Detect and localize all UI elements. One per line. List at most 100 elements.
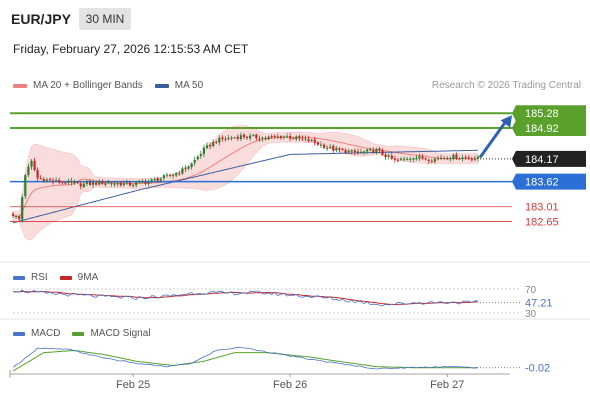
candle-body	[85, 182, 88, 184]
candle-body	[403, 158, 406, 160]
candle-body	[387, 155, 390, 157]
candle-body	[199, 154, 202, 156]
candle-body	[452, 154, 455, 159]
candle-body	[18, 216, 21, 220]
rsi-last-label: 47.21	[525, 298, 553, 310]
candle-body	[233, 137, 236, 139]
level-label: 185.28	[525, 108, 559, 120]
candle-body	[175, 173, 178, 176]
x-tick-label: Feb 27	[430, 379, 464, 391]
candle-body	[270, 136, 273, 138]
candle-body	[153, 179, 156, 180]
level-target-1: 184.92	[10, 120, 586, 137]
candle-body	[461, 157, 464, 159]
candle-body	[326, 147, 329, 149]
candle-body	[95, 182, 98, 185]
candle-body	[76, 182, 79, 184]
legend-ma50-label: MA 50	[174, 80, 204, 91]
candle-body	[36, 169, 39, 179]
candle-body	[307, 139, 310, 141]
candle-body	[79, 183, 82, 187]
rsi-swatch	[13, 275, 25, 280]
candle-body	[344, 149, 347, 153]
candle-body	[363, 151, 366, 153]
macd-swatch	[13, 331, 25, 336]
candle-body	[316, 142, 319, 145]
candle-body	[304, 138, 307, 140]
candle-body	[255, 134, 258, 139]
legend-rsi-label: RSI	[31, 272, 48, 283]
candle-body	[418, 156, 421, 159]
candle-body	[335, 148, 338, 151]
price-legend: MA 20 + Bollinger Bands MA 50	[13, 80, 215, 91]
candle-body	[449, 158, 452, 160]
candle-body	[245, 136, 249, 138]
candle-body	[58, 179, 61, 183]
candle-body	[156, 178, 159, 181]
candle-body	[24, 175, 27, 197]
candle-body	[150, 179, 153, 181]
candle-body	[252, 135, 255, 137]
legend-rsi-ma: 9MA	[59, 272, 98, 283]
timeframe-badge[interactable]: 30 MIN	[79, 8, 131, 30]
candle-body	[165, 174, 169, 176]
candle-body	[261, 137, 264, 139]
x-tick-label: Feb 26	[273, 379, 307, 391]
macd-signal-swatch	[72, 331, 85, 336]
candle-body	[236, 136, 239, 139]
candle-body	[412, 158, 415, 160]
level-tag	[512, 105, 586, 122]
candle-body	[11, 213, 15, 216]
level-tag	[512, 173, 586, 190]
candle-body	[98, 181, 101, 185]
candle-body	[82, 183, 85, 188]
rsi-level-label: 70	[525, 285, 537, 296]
candle-body	[135, 182, 138, 186]
level-current-2: 184.17	[480, 150, 586, 167]
rsi-legend: RSI 9MA	[13, 272, 110, 283]
candle-body	[279, 136, 282, 139]
candle-body	[295, 136, 298, 140]
macd-legend: MACD MACD Signal	[13, 328, 162, 339]
legend-rsi: RSI	[13, 272, 48, 283]
candle-body	[347, 150, 350, 153]
rsi-level-label: 30	[525, 309, 537, 320]
candle-body	[55, 180, 58, 182]
candle-body	[209, 144, 212, 147]
macd-last-label: -0.02	[525, 363, 550, 375]
candle-body	[458, 158, 461, 160]
ma50-swatch	[154, 83, 169, 88]
legend-ma50: MA 50	[154, 80, 204, 91]
level-tag	[512, 150, 586, 167]
legend-macd-signal: MACD Signal	[72, 328, 150, 339]
candle-body	[70, 181, 73, 183]
candle-body	[249, 135, 252, 139]
ma50-line	[12, 149, 478, 224]
rsi-line	[12, 289, 479, 307]
candle-body	[169, 174, 172, 176]
candle-body	[258, 138, 261, 140]
candle-body	[464, 157, 467, 159]
datetime-label: Friday, February 27, 2026 12:15:53 AM CE…	[13, 42, 249, 56]
candle-body	[64, 182, 67, 184]
candle-body	[446, 158, 449, 159]
candle-body	[390, 155, 393, 159]
candle-body	[202, 147, 205, 154]
candle-body	[359, 151, 363, 153]
candle-body	[322, 144, 326, 148]
candle-body	[144, 182, 147, 184]
candle-body	[30, 160, 33, 167]
candle-body	[101, 180, 104, 184]
legend-ma20: MA 20 + Bollinger Bands	[13, 80, 143, 91]
candle-body	[107, 182, 110, 184]
candle-body	[276, 136, 279, 138]
candle-body	[181, 168, 184, 174]
candle-body	[406, 159, 409, 160]
candle-body	[267, 136, 270, 140]
candle-body	[372, 150, 375, 153]
candle-body	[187, 166, 190, 169]
macd-signal-line	[12, 349, 478, 372]
candle-body	[230, 137, 233, 139]
candle-body	[196, 156, 199, 160]
